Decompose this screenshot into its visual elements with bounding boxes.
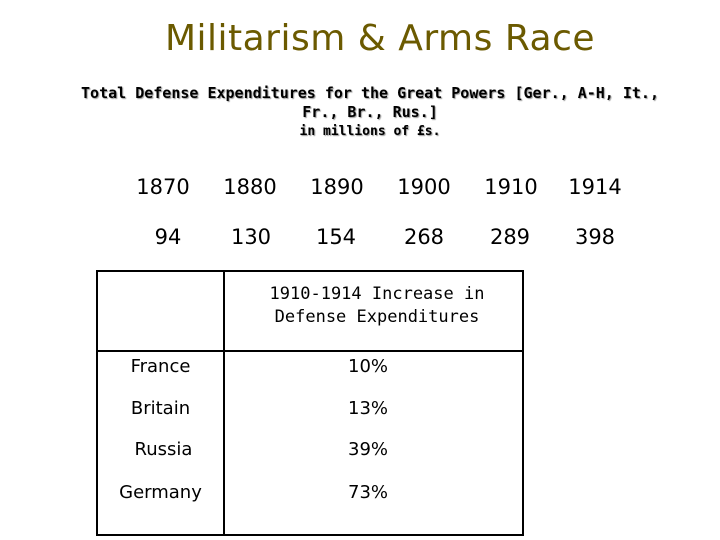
country-cell: Germany [119,482,202,503]
year-cell: 1880 [223,175,277,199]
amount-cell: 94 [154,225,182,249]
table-divider [223,272,225,534]
increase-cell: 13% [348,398,389,419]
country-cell: Britain [130,398,191,419]
increase-table: 1910-1914 Increase in Defense Expenditur… [96,270,524,536]
year-cell: 1914 [568,175,622,199]
amount-cell: 289 [489,225,531,249]
slide-subtitle: Total Defense Expenditures for the Great… [50,84,690,141]
increase-cell: 10% [348,356,389,377]
increase-cell: 39% [348,439,389,460]
slide-title: Militarism & Arms Race [164,18,596,59]
increase-table-header: 1910-1914 Increase in Defense Expenditur… [238,283,516,329]
header-line-1: 1910-1914 Increase in [269,284,485,304]
country-cell: France [130,356,191,377]
country-cell: Russia [134,439,193,460]
amount-cell: 268 [403,225,445,249]
amount-cell: 130 [230,225,272,249]
amount-cell: 398 [574,225,616,249]
subtitle-line-1: Total Defense Expenditures for the Great… [81,84,659,102]
year-cell: 1890 [310,175,364,199]
amount-cell: 154 [315,225,357,249]
year-cell: 1900 [397,175,451,199]
subtitle-line-3: in millions of £s. [299,124,441,139]
year-cell: 1870 [136,175,190,199]
increase-cell: 73% [348,482,389,503]
header-line-2: Defense Expenditures [274,307,480,327]
subtitle-line-2: Fr., Br., Rus.] [302,103,438,121]
table-divider [98,350,522,352]
year-cell: 1910 [484,175,538,199]
